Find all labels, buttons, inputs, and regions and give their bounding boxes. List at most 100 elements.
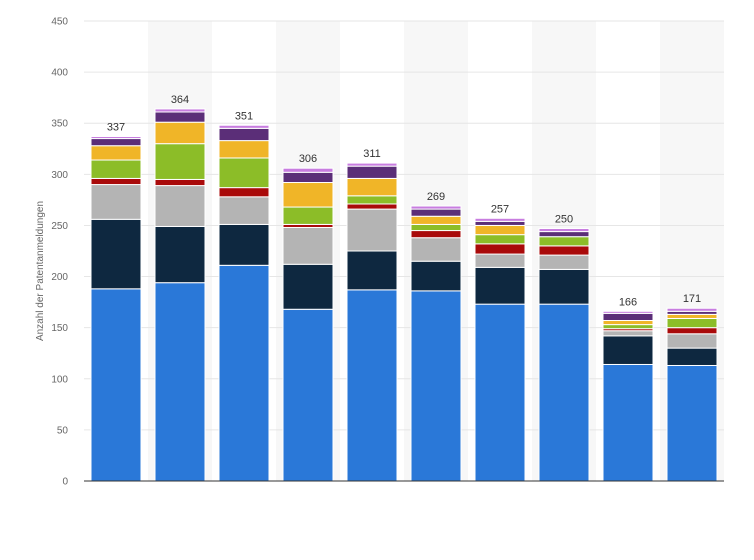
bar-segment[interactable] — [282, 263, 334, 310]
bar-segment[interactable] — [666, 333, 718, 349]
y-tick-label: 300 — [51, 170, 68, 181]
bar-segment[interactable] — [538, 231, 590, 238]
bar-segment[interactable] — [90, 218, 142, 290]
bar-segment[interactable] — [602, 324, 654, 330]
bar-segment[interactable] — [90, 136, 142, 140]
bar-segment[interactable] — [602, 330, 654, 337]
bar-segment[interactable] — [218, 157, 270, 189]
bar-segment[interactable] — [218, 124, 270, 129]
bar-total-label: 250 — [555, 214, 573, 226]
bar-segment[interactable] — [346, 203, 398, 210]
bar-segment[interactable] — [346, 250, 398, 291]
total-labels: 337 364 351 306 311 269 257 250 166 171 — [107, 94, 701, 308]
bar-segment[interactable] — [346, 177, 398, 197]
bar-segment[interactable] — [154, 111, 206, 123]
bar-segment[interactable] — [410, 205, 462, 210]
bar-segment[interactable] — [218, 140, 270, 159]
y-tick-label: 450 — [51, 17, 68, 28]
bars — [90, 108, 718, 482]
bar-segment[interactable] — [474, 266, 526, 305]
bar-segment[interactable] — [538, 268, 590, 305]
bar-segment[interactable] — [90, 145, 142, 161]
y-tick-label: 250 — [51, 221, 68, 232]
bar-segment[interactable] — [154, 108, 206, 113]
y-tick-label: 100 — [51, 374, 68, 385]
bar-total-label: 364 — [171, 94, 189, 106]
bar-segment[interactable] — [666, 327, 718, 335]
bar-segment[interactable] — [602, 310, 654, 314]
bar-segment[interactable] — [282, 171, 334, 184]
bar-segment[interactable] — [218, 223, 270, 266]
bar-segment[interactable] — [474, 303, 526, 482]
y-tick-label: 400 — [51, 68, 68, 79]
bar-segment[interactable] — [474, 243, 526, 255]
bar-segment[interactable] — [474, 224, 526, 236]
bar-segment[interactable] — [346, 165, 398, 179]
bar-segment[interactable] — [410, 223, 462, 232]
bar-segment[interactable] — [346, 208, 398, 252]
bar-segment[interactable] — [538, 254, 590, 270]
y-axis-label: Anzahl der Patentanmeldungen — [35, 201, 46, 341]
bar-segment[interactable] — [666, 317, 718, 329]
bar-total-label: 171 — [683, 293, 701, 305]
bar-segment[interactable] — [538, 228, 590, 233]
bar-segment[interactable] — [218, 196, 270, 225]
bar-segment[interactable] — [666, 307, 718, 312]
bar-total-label: 311 — [363, 148, 381, 160]
bar-segment[interactable] — [282, 167, 334, 173]
bar-segment[interactable] — [410, 230, 462, 239]
bar-total-label: 337 — [107, 122, 125, 134]
bar-segment[interactable] — [410, 290, 462, 482]
bar-total-label: 166 — [619, 296, 637, 308]
bar-segment[interactable] — [602, 363, 654, 482]
bar-segment[interactable] — [602, 312, 654, 322]
bar-total-label: 351 — [235, 110, 253, 122]
bar-segment[interactable] — [538, 245, 590, 256]
bar-segment[interactable] — [410, 237, 462, 262]
bar-segment[interactable] — [666, 364, 718, 482]
bar-segment[interactable] — [282, 182, 334, 208]
bar-segment[interactable] — [154, 185, 206, 227]
bar-segment[interactable] — [346, 162, 398, 167]
bar-segment[interactable] — [474, 234, 526, 245]
bar-segment[interactable] — [474, 220, 526, 226]
bar-segment[interactable] — [154, 178, 206, 187]
bar-segment[interactable] — [282, 308, 334, 482]
bar-segment[interactable] — [90, 138, 142, 147]
bar-segment[interactable] — [474, 217, 526, 222]
bar-segment[interactable] — [410, 260, 462, 292]
bar-segment[interactable] — [90, 288, 142, 482]
bar-segment[interactable] — [602, 320, 654, 326]
bar-segment[interactable] — [538, 236, 590, 247]
bar-segment[interactable] — [410, 208, 462, 217]
bar-segment[interactable] — [218, 264, 270, 482]
y-tick-label: 150 — [51, 323, 68, 334]
y-tick-label: 0 — [62, 477, 68, 488]
bar-segment[interactable] — [410, 215, 462, 225]
bar-segment[interactable] — [154, 121, 206, 145]
bar-segment[interactable] — [154, 282, 206, 482]
bar-segment[interactable] — [538, 303, 590, 482]
bar-segment[interactable] — [90, 184, 142, 220]
y-tick-label: 50 — [57, 425, 69, 436]
bar-segment[interactable] — [90, 177, 142, 186]
bar-segment[interactable] — [666, 347, 718, 366]
bar-segment[interactable] — [218, 127, 270, 142]
bar-segment[interactable] — [218, 187, 270, 198]
bar-segment[interactable] — [154, 143, 206, 180]
bar-segment[interactable] — [602, 335, 654, 365]
bar-segment[interactable] — [154, 225, 206, 284]
bar-total-label: 306 — [299, 153, 317, 165]
bar-total-label: 269 — [427, 191, 445, 203]
bar-segment[interactable] — [666, 313, 718, 319]
bar-segment[interactable] — [282, 206, 334, 225]
bar-segment[interactable] — [346, 195, 398, 205]
y-tick-label: 350 — [51, 119, 68, 130]
bar-segment[interactable] — [474, 253, 526, 268]
y-axis-ticks: 0 50 100 150 200 250 300 350 400 450 — [51, 17, 68, 488]
bar-segment[interactable] — [282, 226, 334, 265]
bar-segment[interactable] — [90, 159, 142, 179]
bar-segment[interactable] — [346, 289, 398, 482]
y-tick-label: 200 — [51, 272, 68, 283]
